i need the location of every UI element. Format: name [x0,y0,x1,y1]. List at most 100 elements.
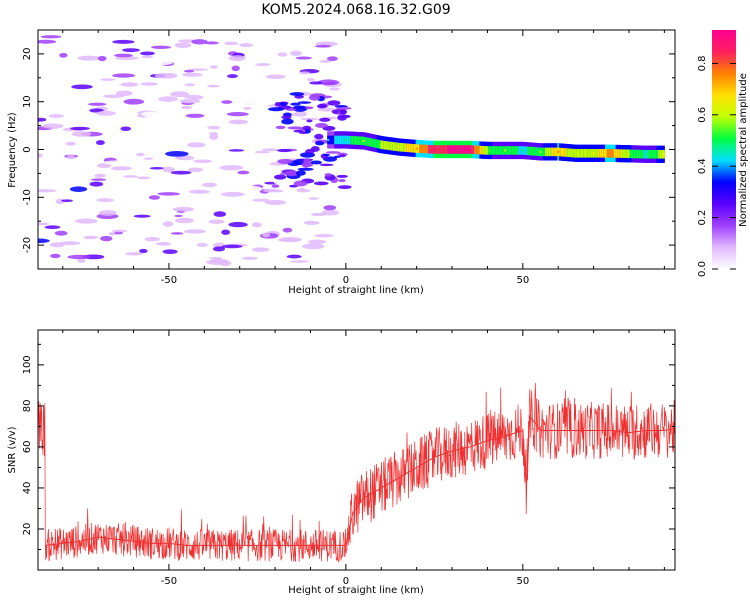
ridge-core [548,147,552,157]
ridge-point [539,150,542,154]
noise-blob [309,81,323,85]
ridge-core [445,145,450,154]
ridge-point [344,138,348,142]
spectrogram-ticks: -50 0 50 -20 -10 0 10 20 [22,29,675,286]
ridge-core [562,148,566,157]
noise-blob [265,74,286,79]
noise-blob [215,171,225,175]
noise-blob [290,102,301,106]
ridge-core [438,145,442,154]
colorbar-tick-label: 0.6 [697,107,708,123]
noise-blob [324,173,332,177]
noise-blob [275,222,289,227]
noise-blob [305,200,314,204]
noise-blob [295,215,308,221]
noise-blob [172,206,195,212]
noise-blob [145,116,166,120]
ridge-core [357,136,361,145]
noise-blob [306,77,315,82]
ridge-core [594,149,598,158]
snr-noise-trace [38,364,675,564]
ridge-point [433,148,436,151]
noise-blob [189,189,210,194]
ridge-core [412,143,416,153]
noise-blob [297,101,311,104]
noise-blob [141,111,160,117]
noise-blob [155,242,171,246]
noise-blob [114,53,133,58]
noise-blob [319,163,334,167]
noise-blob [314,133,324,140]
noise-blob [275,125,286,130]
ridge-core [523,146,527,155]
ridge-core [571,148,575,158]
noise-blob [74,218,98,224]
noise-blob [191,39,208,45]
noise-blob [174,214,183,218]
ridge-point [592,152,595,155]
ridge-core [350,135,354,145]
snr-series-line [45,414,675,546]
noise-blob [43,54,60,61]
noise-blob [213,211,227,217]
ridge-core [424,144,428,154]
noise-blob [170,232,184,235]
noise-blob [123,175,139,178]
ridge-core [461,145,465,154]
ridge-point [627,152,631,156]
noise-blob [43,140,52,143]
spectrogram-panel: -50 0 50 -20 -10 0 10 20 Height of straight lin… [7,29,676,296]
noise-blob [335,106,352,110]
noise-blob [220,108,242,113]
noise-blob [314,44,332,48]
snr-panel: -50 0 50 20 40 60 80 100 Height of straight lin… [7,329,676,596]
ridge-core [488,146,492,155]
ridge-point [450,148,454,151]
noise-blob [139,248,148,254]
ridge-core [589,149,593,158]
ridge-core [385,141,389,150]
ridge-core [551,147,556,157]
noise-blob [70,126,90,131]
ridge-point [486,149,489,152]
noise-blob [251,222,262,228]
ridge-core [491,146,496,155]
ridge-core [392,142,396,151]
noise-blob [333,155,341,159]
noise-blob [207,125,221,130]
noise-blob [188,167,203,172]
y-tick-label: 20 [22,523,33,536]
ridge-core [525,146,529,156]
ridge-core [366,137,370,146]
noise-blob [97,163,112,169]
y-tick-label: -10 [22,189,33,205]
noise-blob [299,71,311,75]
noise-blob [96,110,116,116]
ridge-core [656,149,660,159]
x-tick-label: 0 [343,576,349,587]
ridge-core [635,149,639,159]
ridge-core [330,135,334,145]
noise-blob [162,249,178,255]
noise-blob [204,41,219,45]
ridge-core [597,149,602,158]
noise-blob [219,54,229,59]
y-tick-label: 60 [22,441,33,454]
ridge-core [558,147,563,157]
ridge-core [383,140,388,150]
noise-blob [71,84,93,90]
ridge-core [659,149,664,159]
ridge-core [428,144,432,154]
ridge-core [497,146,501,155]
colorbar: 0.0 0.2 0.4 0.6 0.8 Normalized spectral ampl… [697,30,749,277]
ridge-core [436,145,441,154]
noise-blob [305,148,315,154]
ridge-core [511,146,515,155]
ridge-core [373,138,377,148]
ridge-core [617,149,621,158]
noise-blob [67,254,91,260]
y-tick-label: 0 [22,146,33,152]
ridge-core [452,145,457,154]
ridge-point [521,149,525,152]
noise-blob [95,140,105,146]
